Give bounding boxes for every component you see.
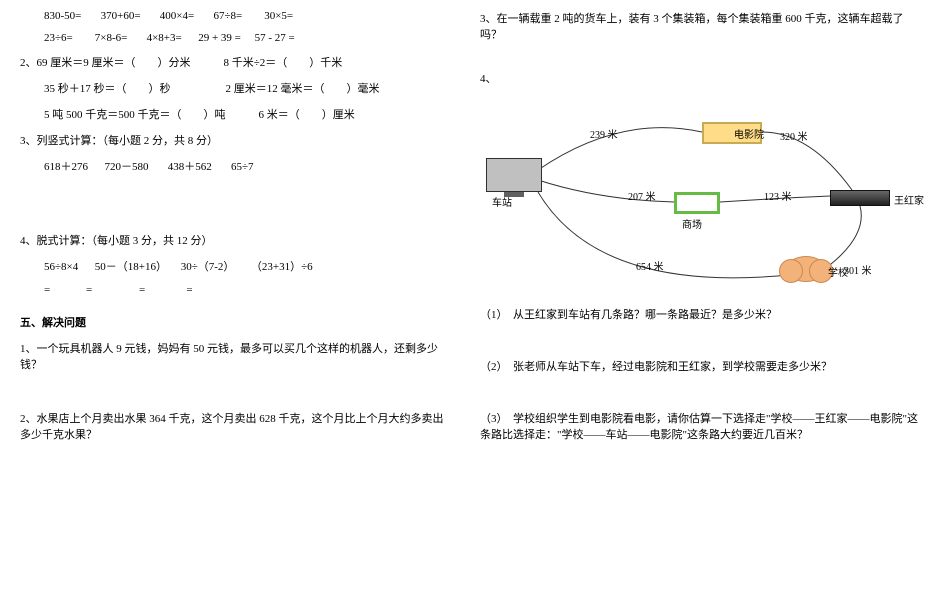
cell: 67÷8= — [213, 10, 242, 22]
edge-label-2: 320 米 — [780, 128, 808, 143]
cell: 720－580 — [105, 161, 149, 173]
arith-row-1: 830-50= 370+60= 400×4= 67÷8= 30×5= — [20, 10, 450, 22]
cell: 4×8+3= — [147, 32, 182, 44]
section-4-title: 4、脱式计算：（每小题 3 分，共 12 分） — [20, 232, 450, 248]
wang-label: 王红家 — [894, 192, 924, 207]
edge-label-3: 207 米 — [628, 188, 656, 203]
conversion-line-2: 35 秒＋17 秒＝（ ）秒 2 厘米＝12 毫米＝（ ）毫米 — [20, 80, 450, 96]
cell: 30÷（7-2） — [181, 261, 235, 273]
cell: 30×5= — [264, 10, 293, 22]
section-3-title: 3、列竖式计算：（每小题 2 分，共 8 分） — [20, 132, 450, 148]
cell: 65÷7 — [231, 161, 254, 173]
question-4-label: 4、 — [480, 70, 925, 86]
eq-row: = = = = — [20, 284, 450, 296]
cell: = — [186, 284, 192, 296]
shop-label: 商场 — [682, 216, 702, 231]
arith-row-2: 23÷6= 7×8-6= 4×8+3= 29 + 39 = 57 - 27 = — [20, 32, 450, 44]
section-5-heading: 五、解决问题 — [20, 314, 450, 330]
cinema-label: 电影院 — [734, 126, 764, 141]
section-3-items: 618＋276 720－580 438＋562 65÷7 — [20, 158, 450, 174]
edge-label-5: 654 米 — [636, 258, 664, 273]
word-problem-1: 1、一个玩具机器人 9 元钱，妈妈有 50 元钱，最多可以买几个这样的机器人，还… — [20, 340, 450, 372]
conversion-line-1: 2、69 厘米＝9 厘米＝（ ）分米 8 千米÷2＝（ ）千米 — [20, 54, 450, 70]
route-diagram: 车站 电影院 商场 王红家 学校 239 米 320 米 207 米 123 米… — [480, 96, 920, 296]
question-4-2: （2） 张老师从车站下车，经过电影院和王红家，到学校需要走多少米？ — [480, 358, 925, 374]
station-label: 车站 — [492, 194, 512, 209]
edge-label-4: 123 米 — [764, 188, 792, 203]
edge-label-6: 301 米 — [844, 262, 872, 277]
cell: = — [86, 284, 92, 296]
wang-node — [830, 190, 890, 206]
cell: 50－（18+16） — [95, 261, 167, 273]
question-4-3: （3） 学校组织学生到电影院看电影，请你估算一下选择走"学校——王红家——电影院… — [480, 410, 925, 442]
question-4-1: （1） 从王红家到车站有几条路？哪一条路最近？是多少米？ — [480, 306, 925, 322]
cell: 830-50= — [44, 10, 81, 22]
cell: = — [139, 284, 145, 296]
word-problem-3: 3、在一辆载重 2 吨的货车上，装有 3 个集装箱，每个集装箱重 600 千克，… — [480, 10, 925, 42]
cell: （23+31）÷6 — [251, 261, 313, 273]
station-node — [486, 158, 542, 198]
cell: 29 + 39 = — [198, 32, 241, 44]
cell: 7×8-6= — [95, 32, 128, 44]
section-4-items: 56÷8×4 50－（18+16） 30÷（7-2） （23+31）÷6 — [20, 258, 450, 274]
cell: 400×4= — [160, 10, 194, 22]
cell: 618＋276 — [44, 161, 88, 173]
cell: 438＋562 — [168, 161, 212, 173]
cell: 57 - 27 = — [255, 32, 295, 44]
cell: = — [44, 284, 50, 296]
conversion-line-3: 5 吨 500 千克＝500 千克＝（ ）吨 6 米＝（ ）厘米 — [20, 106, 450, 122]
word-problem-2: 2、水果店上个月卖出水果 364 千克，这个月卖出 628 千克，这个月比上个月… — [20, 410, 450, 442]
shop-node — [674, 192, 720, 214]
school-node — [786, 256, 826, 284]
cell: 56÷8×4 — [44, 261, 78, 273]
edge-label-1: 239 米 — [590, 126, 618, 141]
cell: 370+60= — [101, 10, 141, 22]
cell: 23÷6= — [44, 32, 73, 44]
